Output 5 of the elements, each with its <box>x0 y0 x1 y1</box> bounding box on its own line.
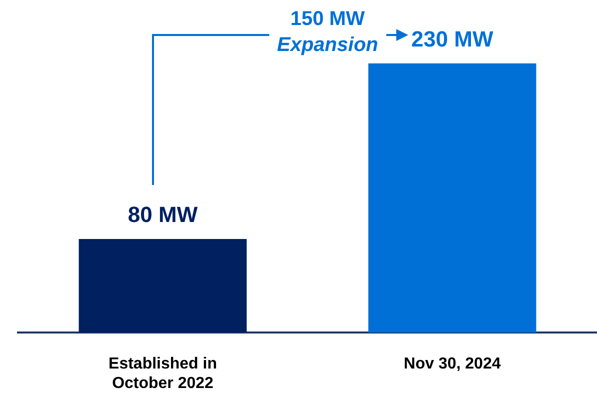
text: 150 MW Expansion <box>277 7 378 58</box>
x-tick-label: Nov 30, 2024 <box>404 356 501 373</box>
data-label: 80 MW <box>128 202 198 228</box>
data-label: 230 MW <box>411 26 494 52</box>
x-tick-label: Established in October 2022 <box>108 356 217 392</box>
